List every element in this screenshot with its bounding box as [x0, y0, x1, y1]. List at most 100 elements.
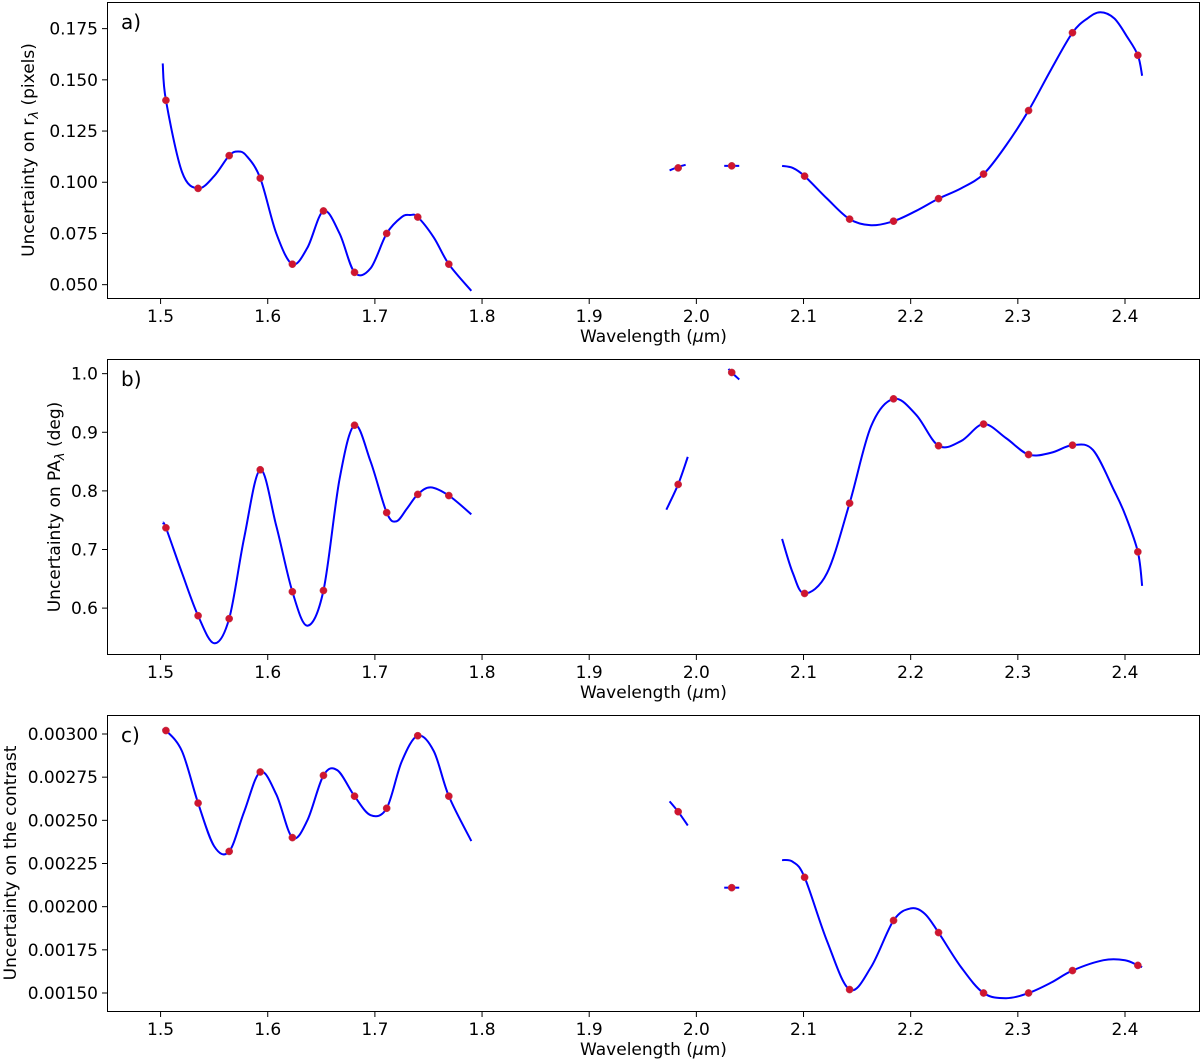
data-point [1024, 450, 1033, 459]
data-point [934, 441, 943, 450]
y-tick-label: 0.00275 [28, 768, 98, 788]
data-point [413, 731, 422, 740]
x-tick-label: 1.5 [147, 1020, 174, 1040]
plot-frame [107, 2, 1200, 299]
data-point [319, 771, 328, 780]
data-point [979, 170, 988, 178]
fit-curve-segment [781, 397, 1144, 595]
y-tick-label: 0.125 [49, 122, 98, 142]
y-tick-label: 0.175 [49, 20, 98, 40]
chart-panel-3: 1.5 1.6 1.7 1.8 1.9 2.0 2.1 2.2 2.3 2.4 0.00150 0.0… [1, 715, 1200, 1059]
data-point [350, 421, 359, 430]
data-point [979, 420, 988, 428]
x-tick-label: 1.8 [469, 1020, 496, 1040]
data-point [1024, 106, 1033, 115]
fit-curve-segment [781, 858, 1143, 1000]
y-tick-label: 0.150 [49, 71, 98, 91]
data-point [1133, 51, 1142, 60]
data-point [444, 260, 453, 269]
x-tick-label: 2.4 [1111, 663, 1138, 683]
data-point [889, 395, 898, 403]
data-point [382, 508, 391, 517]
y-axis-label: Uncertainty on rλ (pixels) [19, 43, 42, 257]
y-tick-label: 0.00225 [28, 855, 98, 875]
x-tick-label: 1.6 [254, 1020, 281, 1040]
x-tick-label: 2.3 [1004, 307, 1031, 327]
y-tick-label: 0.6 [71, 599, 98, 619]
data-point [1133, 961, 1142, 970]
data-point [845, 985, 854, 994]
data-point [1068, 966, 1077, 975]
data-point [319, 586, 328, 595]
data-point [162, 96, 170, 105]
panel-label: b) [121, 367, 142, 391]
y-tick-label: 0.8 [71, 482, 98, 502]
data-point [162, 523, 170, 532]
x-axis-label: Wavelength (μm) [580, 683, 727, 703]
data-point [225, 614, 234, 623]
data-point [350, 268, 359, 277]
x-axis-label: Wavelength (μm) [580, 327, 727, 347]
data-point [256, 768, 265, 776]
data-point [225, 151, 234, 160]
data-point [934, 928, 943, 937]
data-point [934, 194, 943, 203]
data-point [413, 213, 422, 221]
data-point [1068, 28, 1077, 37]
data-point [288, 833, 297, 842]
x-tick-label: 2.0 [683, 663, 710, 683]
y-tick-label: 0.050 [49, 276, 98, 296]
y-tick-label: 0.00250 [28, 811, 98, 831]
panel-label: c) [121, 723, 140, 747]
data-point [889, 916, 898, 925]
fit-curve-segment [781, 11, 1144, 227]
y-tick-label: 0.075 [49, 224, 98, 244]
x-tick-label: 1.6 [254, 307, 281, 327]
data-point [800, 873, 809, 882]
data-point [350, 792, 359, 801]
y-tick-label: 0.00175 [28, 941, 98, 961]
data-point [727, 162, 736, 170]
x-tick-label: 1.9 [576, 663, 603, 683]
chart-panel-1: 1.5 1.6 1.7 1.8 1.9 2.0 2.1 2.2 2.3 2.4 0.050 0.075… [19, 2, 1200, 347]
data-point [444, 792, 453, 801]
x-tick-label: 1.9 [576, 307, 603, 327]
panel-label: a) [121, 10, 141, 34]
data-point [382, 804, 391, 813]
plot-frame [107, 715, 1200, 1012]
y-axis-label: Uncertainty on PAλ (deg) [45, 402, 68, 613]
data-point [800, 589, 809, 598]
x-tick-label: 1.5 [147, 307, 174, 327]
x-tick-label: 2.1 [790, 1020, 817, 1040]
x-tick-label: 1.7 [361, 663, 388, 683]
data-point [194, 799, 202, 807]
data-point [225, 847, 234, 856]
data-point [444, 491, 453, 500]
y-tick-label: 0.9 [71, 423, 98, 443]
y-tick-label: 0.100 [49, 173, 98, 193]
data-point [194, 611, 202, 620]
x-tick-label: 2.4 [1111, 307, 1138, 327]
data-point [727, 368, 736, 377]
y-tick-label: 0.7 [71, 540, 98, 560]
data-point [674, 480, 682, 489]
data-point [845, 499, 854, 508]
x-tick-label: 1.7 [361, 1020, 388, 1040]
x-tick-label: 1.6 [254, 663, 281, 683]
data-point [1133, 547, 1142, 556]
data-point [889, 217, 898, 226]
data-point [162, 726, 170, 735]
data-point [845, 215, 854, 223]
data-point [727, 883, 736, 892]
x-tick-label: 2.0 [683, 1020, 710, 1040]
x-tick-label: 1.8 [469, 663, 496, 683]
data-point [319, 207, 328, 215]
y-tick-label: 0.00150 [28, 984, 98, 1004]
data-point [800, 172, 809, 180]
y-axis-label: Uncertainty on the contrast [1, 745, 21, 980]
fit-curve-segment [161, 63, 473, 292]
x-tick-label: 2.4 [1111, 1020, 1138, 1040]
y-tick-label: 0.00300 [28, 725, 98, 745]
x-tick-label: 2.3 [1004, 1020, 1031, 1040]
